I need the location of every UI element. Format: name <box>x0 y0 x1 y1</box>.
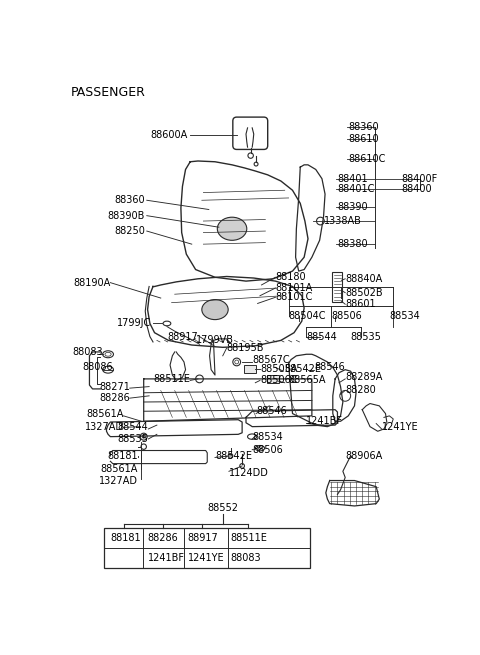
Text: 88101C: 88101C <box>276 292 313 302</box>
Text: 88610: 88610 <box>348 134 379 143</box>
Text: 88390B: 88390B <box>108 211 145 221</box>
Text: PASSENGER: PASSENGER <box>71 86 146 98</box>
Text: 88280: 88280 <box>345 385 376 396</box>
Text: 1241YE: 1241YE <box>382 422 418 432</box>
Text: 88190A: 88190A <box>73 278 110 288</box>
Text: 88511E: 88511E <box>230 533 267 542</box>
Text: 1327AD: 1327AD <box>84 422 123 432</box>
Text: 88400: 88400 <box>401 183 432 194</box>
Text: 88506: 88506 <box>252 445 283 455</box>
Text: 88401C: 88401C <box>337 183 375 194</box>
Ellipse shape <box>217 217 247 240</box>
Text: 88601: 88601 <box>345 299 376 309</box>
Text: 88271: 88271 <box>99 382 130 392</box>
Text: 88083: 88083 <box>72 347 103 357</box>
Text: 88086: 88086 <box>82 362 113 372</box>
Text: 88180: 88180 <box>276 272 306 282</box>
Text: 1124DD: 1124DD <box>229 468 269 478</box>
Text: 88544: 88544 <box>306 331 337 341</box>
FancyBboxPatch shape <box>244 365 256 373</box>
Text: 88181: 88181 <box>107 451 137 461</box>
Text: 88250: 88250 <box>114 226 145 236</box>
Text: 1327AD: 1327AD <box>98 476 137 485</box>
Text: 88561A: 88561A <box>86 409 123 419</box>
Text: 88502B: 88502B <box>345 288 383 297</box>
Text: 88181: 88181 <box>110 533 141 542</box>
Text: 88546: 88546 <box>314 362 345 372</box>
Text: 88504C: 88504C <box>288 310 326 321</box>
Text: 88600A: 88600A <box>151 130 188 140</box>
Text: 88401: 88401 <box>337 174 368 183</box>
Text: 88289A: 88289A <box>345 372 383 383</box>
Text: 88534: 88534 <box>252 432 283 441</box>
Text: 88380: 88380 <box>337 239 368 249</box>
Text: 88083: 88083 <box>230 553 261 563</box>
Text: 88561A: 88561A <box>100 464 137 474</box>
Text: 88917: 88917 <box>167 331 198 341</box>
FancyBboxPatch shape <box>267 375 279 383</box>
Text: 88917: 88917 <box>188 533 218 542</box>
Text: 1799JC: 1799JC <box>117 318 152 328</box>
Text: 88535: 88535 <box>118 434 148 444</box>
Text: 1241BF: 1241BF <box>147 553 185 563</box>
Text: 88840A: 88840A <box>345 274 383 284</box>
Ellipse shape <box>202 299 228 320</box>
Text: 1241YE: 1241YE <box>188 553 225 563</box>
Text: 88400F: 88400F <box>401 174 437 183</box>
Text: 1241BF: 1241BF <box>306 416 344 426</box>
Text: 88506: 88506 <box>331 310 362 321</box>
Text: 88101A: 88101A <box>276 283 312 293</box>
Text: 88567C: 88567C <box>252 354 290 365</box>
Text: 88286: 88286 <box>147 533 179 542</box>
Text: 88534: 88534 <box>389 310 420 321</box>
Text: 88552: 88552 <box>207 503 238 514</box>
Text: 1338AB: 1338AB <box>324 216 361 226</box>
Text: 88546: 88546 <box>256 406 287 416</box>
Text: 88906A: 88906A <box>345 451 383 461</box>
Text: 88360: 88360 <box>115 195 145 205</box>
Text: 88286: 88286 <box>99 393 130 403</box>
Text: 88505A: 88505A <box>260 364 298 374</box>
Text: 88511E: 88511E <box>153 374 190 384</box>
Text: 88535: 88535 <box>350 331 382 341</box>
Text: 88360: 88360 <box>348 122 379 132</box>
Text: 88506C: 88506C <box>260 375 298 385</box>
Text: 88542E: 88542E <box>215 451 252 461</box>
Text: 88542E: 88542E <box>285 364 322 374</box>
Text: 88544: 88544 <box>118 422 148 432</box>
Text: 1799VB: 1799VB <box>196 335 234 345</box>
Text: 88610C: 88610C <box>348 155 385 164</box>
Text: 88565A: 88565A <box>288 375 326 385</box>
Text: 88390: 88390 <box>337 202 368 212</box>
Text: 88195B: 88195B <box>227 343 264 353</box>
